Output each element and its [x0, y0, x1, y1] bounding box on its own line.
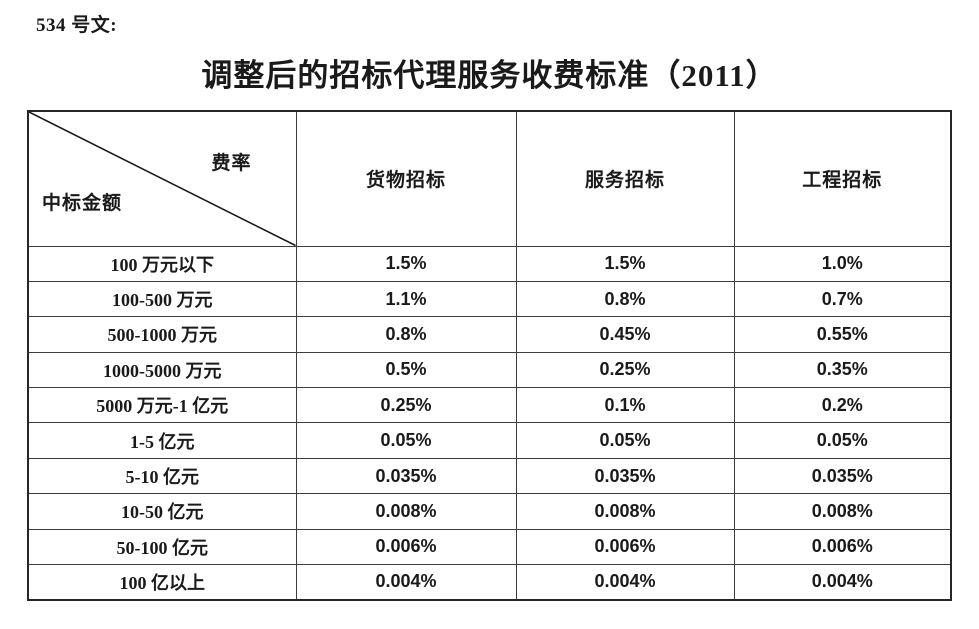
rate-cell: 0.004%	[515, 564, 735, 601]
table-row: 5-10 亿元 0.035% 0.035% 0.035%	[27, 457, 952, 495]
table-row: 10-50 亿元 0.008% 0.008% 0.008%	[27, 493, 952, 530]
corner-header-cell: 费率 中标金额	[27, 110, 297, 247]
rate-cell: 0.05%	[295, 422, 517, 459]
rate-cell: 0.035%	[295, 457, 517, 495]
rate-cell: 0.8%	[515, 280, 735, 318]
row-label: 100 万元以下	[27, 245, 297, 282]
rate-cell: 1.1%	[295, 280, 517, 318]
rate-cell: 0.35%	[733, 351, 952, 389]
row-label: 1000-5000 万元	[27, 351, 297, 389]
row-label: 5000 万元-1 亿元	[27, 387, 297, 424]
column-header-engineering-bidding: 工程招标	[733, 110, 952, 247]
row-label: 500-1000 万元	[27, 316, 297, 353]
table-row: 500-1000 万元 0.8% 0.45% 0.55%	[27, 316, 952, 353]
column-header-service-bidding: 服务招标	[515, 110, 735, 247]
rate-cell: 0.1%	[515, 387, 735, 424]
rate-cell: 0.5%	[295, 351, 517, 389]
rate-cell: 0.8%	[295, 316, 517, 353]
rate-cell: 0.7%	[733, 280, 952, 318]
table-row: 100 亿以上 0.004% 0.004% 0.004%	[27, 564, 952, 601]
row-label: 100 亿以上	[27, 564, 297, 601]
table-row: 1000-5000 万元 0.5% 0.25% 0.35%	[27, 351, 952, 389]
rate-cell: 0.45%	[515, 316, 735, 353]
table-row: 1-5 亿元 0.05% 0.05% 0.05%	[27, 422, 952, 459]
diagonal-divider-line	[29, 112, 296, 246]
rate-cell: 1.5%	[295, 245, 517, 282]
rate-cell: 0.008%	[733, 493, 952, 530]
column-header-goods-bidding: 货物招标	[295, 110, 517, 247]
rate-cell: 0.004%	[733, 564, 952, 601]
row-label: 5-10 亿元	[27, 457, 297, 495]
rate-cell: 0.006%	[733, 528, 952, 566]
rate-cell: 0.004%	[295, 564, 517, 601]
page-title: 调整后的招标代理服务收费标准（2011）	[201, 58, 778, 93]
rate-cell: 0.25%	[295, 387, 517, 424]
table-row: 50-100 亿元 0.006% 0.006% 0.006%	[27, 528, 952, 566]
table-row: 5000 万元-1 亿元 0.25% 0.1% 0.2%	[27, 387, 952, 424]
header-row: 费率 中标金额 货物招标 服务招标 工程招标	[27, 110, 952, 247]
row-label: 1-5 亿元	[27, 422, 297, 459]
fee-rate-table: 费率 中标金额 货物招标 服务招标 工程招标 100 万元以下 1.5% 1.5…	[27, 110, 952, 601]
rate-cell: 0.2%	[733, 387, 952, 424]
rate-cell: 0.05%	[733, 422, 952, 459]
rate-cell: 0.008%	[295, 493, 517, 530]
rate-cell: 1.5%	[515, 245, 735, 282]
rate-cell: 0.25%	[515, 351, 735, 389]
rate-cell: 0.035%	[733, 457, 952, 495]
rate-cell: 0.035%	[515, 457, 735, 495]
rate-cell: 0.006%	[295, 528, 517, 566]
rate-cell: 1.0%	[733, 245, 952, 282]
table-row: 100 万元以下 1.5% 1.5% 1.0%	[27, 245, 952, 282]
rate-cell: 0.008%	[515, 493, 735, 530]
rate-cell: 0.006%	[515, 528, 735, 566]
corner-label-amount: 中标金额	[42, 192, 123, 214]
corner-label-rate: 费率	[211, 153, 252, 174]
rate-cell: 0.55%	[733, 316, 952, 353]
doc-number: 534 号文:	[36, 15, 118, 36]
table-row: 100-500 万元 1.1% 0.8% 0.7%	[27, 280, 952, 318]
row-label: 10-50 亿元	[27, 493, 297, 530]
row-label: 100-500 万元	[27, 280, 297, 318]
rate-cell: 0.05%	[515, 422, 735, 459]
row-label: 50-100 亿元	[27, 528, 297, 566]
